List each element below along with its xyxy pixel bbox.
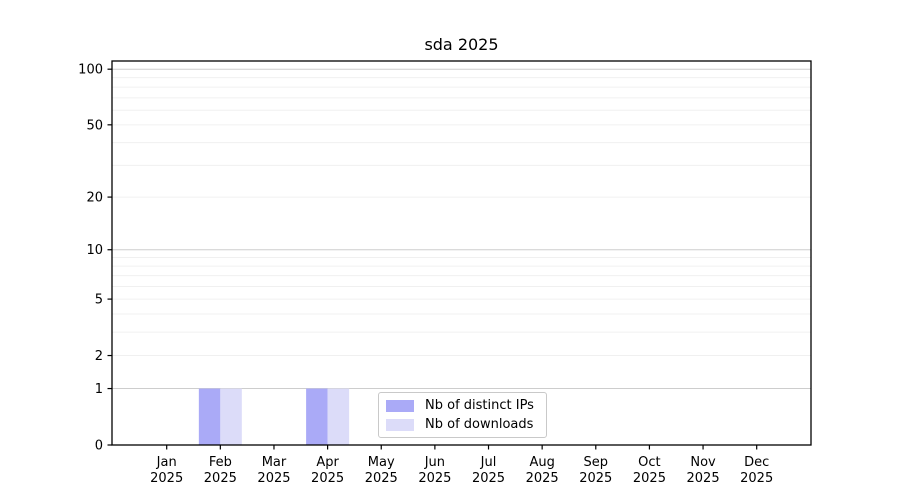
y-tick-label: 10: [86, 243, 103, 258]
x-tick-label-year: 2025: [687, 471, 720, 486]
legend-item: Nb of downloads: [386, 417, 538, 432]
y-tick-label: 100: [78, 63, 103, 78]
x-tick-label-month: Mar: [262, 455, 287, 470]
x-tick-label-month: Oct: [638, 455, 660, 470]
x-tick-label-month: Apr: [316, 455, 339, 470]
x-tick-label-year: 2025: [365, 471, 398, 486]
x-tick-label-year: 2025: [740, 471, 773, 486]
x-tick-label-month: Feb: [209, 455, 232, 470]
x-tick-label-month: Dec: [744, 455, 769, 470]
bar: [220, 388, 242, 445]
x-tick-label-year: 2025: [418, 471, 451, 486]
x-tick-label-month: Jan: [156, 455, 177, 470]
x-tick-label-month: Sep: [584, 455, 609, 470]
y-tick-label: 5: [95, 293, 103, 308]
x-tick-label-month: Jul: [480, 455, 497, 470]
bar: [327, 388, 350, 445]
x-tick-label-year: 2025: [633, 471, 666, 486]
y-tick-label: 0: [95, 439, 103, 454]
x-tick-label-month: Jun: [424, 455, 445, 470]
legend-swatch-distinct-ips: [386, 399, 414, 412]
legend-label-distinct-ips: Nb of distinct IPs: [425, 398, 534, 413]
legend: Nb of distinct IPs Nb of downloads: [378, 392, 547, 438]
x-tick-label-year: 2025: [526, 471, 559, 486]
x-tick-label-month: Nov: [690, 455, 716, 470]
x-tick-label-year: 2025: [257, 471, 290, 486]
y-tick-label: 50: [86, 118, 103, 133]
y-tick-label: 2: [95, 349, 103, 364]
legend-label-downloads: Nb of downloads: [425, 417, 534, 432]
x-tick-label-year: 2025: [204, 471, 237, 486]
plot-border: [111, 60, 812, 446]
bar: [306, 388, 328, 445]
x-tick-label-year: 2025: [579, 471, 612, 486]
x-tick-label-month: Aug: [529, 455, 554, 470]
x-tick-label-month: May: [368, 455, 395, 470]
legend-item: Nb of distinct IPs: [386, 398, 538, 413]
y-tick-label: 20: [86, 191, 103, 206]
chart-title: sda 2025: [424, 35, 499, 54]
x-tick-label-year: 2025: [472, 471, 505, 486]
legend-swatch-downloads: [386, 418, 414, 431]
bar: [198, 388, 221, 445]
y-tick-label: 1: [95, 382, 103, 397]
x-tick-label-year: 2025: [150, 471, 183, 486]
x-tick-label-year: 2025: [311, 471, 344, 486]
